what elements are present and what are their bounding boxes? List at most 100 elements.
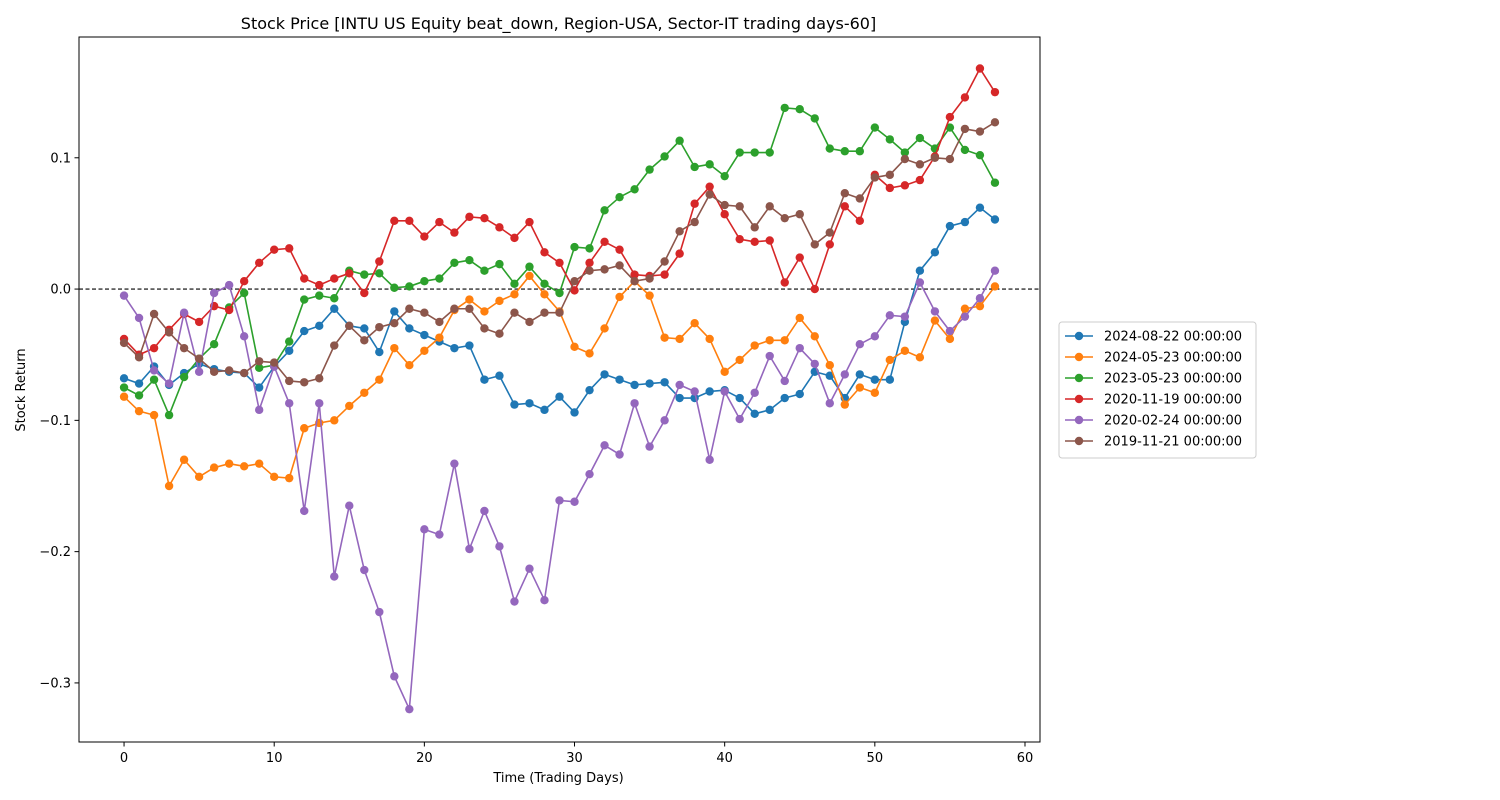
- data-point: [615, 192, 624, 202]
- data-point: [405, 324, 414, 333]
- data-point: [480, 307, 489, 316]
- data-point: [570, 276, 579, 286]
- data-point: [465, 212, 474, 222]
- data-point: [960, 217, 970, 227]
- data-point: [810, 240, 819, 249]
- data-point: [134, 313, 144, 323]
- data-point: [450, 258, 459, 268]
- data-point: [555, 392, 564, 401]
- data-point: [149, 309, 159, 319]
- data-point: [254, 258, 264, 268]
- data-point: [690, 199, 699, 208]
- data-point: [360, 324, 369, 333]
- x-tick-label: 60: [1017, 751, 1034, 766]
- data-point: [300, 295, 309, 304]
- data-point: [540, 308, 549, 317]
- data-point: [750, 409, 759, 418]
- data-point: [915, 266, 925, 275]
- data-point: [390, 319, 399, 328]
- data-point: [705, 455, 714, 464]
- data-point: [330, 416, 339, 425]
- data-point: [360, 336, 369, 345]
- data-point: [885, 355, 895, 365]
- data-point: [600, 370, 609, 379]
- data-point: [840, 370, 849, 379]
- data-point: [239, 332, 249, 341]
- data-point: [149, 375, 159, 384]
- data-point: [840, 147, 849, 156]
- data-point: [735, 234, 744, 244]
- data-point: [735, 355, 744, 365]
- data-point: [795, 253, 804, 262]
- data-point: [134, 379, 144, 388]
- data-point: [194, 472, 204, 481]
- data-point: [930, 153, 940, 162]
- data-point: [450, 343, 459, 353]
- data-point: [915, 353, 925, 362]
- data-point: [420, 276, 429, 286]
- data-point: [450, 304, 459, 313]
- data-point: [780, 103, 789, 113]
- data-point: [270, 358, 279, 367]
- data-point: [495, 371, 504, 380]
- legend-item: 2024-05-23 00:00:00: [1065, 351, 1242, 366]
- data-point: [840, 202, 849, 211]
- data-point: [915, 278, 925, 287]
- legend-swatch-marker: [1074, 373, 1084, 383]
- data-point: [750, 148, 759, 157]
- data-point: [239, 462, 249, 471]
- data-point: [900, 154, 910, 164]
- data-point: [134, 406, 144, 416]
- data-point: [465, 304, 474, 313]
- data-point: [645, 442, 654, 451]
- data-point: [690, 387, 699, 396]
- data-point: [960, 312, 970, 321]
- data-point: [420, 308, 429, 317]
- data-point: [810, 332, 819, 341]
- legend-swatch-marker: [1074, 331, 1084, 341]
- data-point: [930, 307, 940, 316]
- legend-label: 2020-02-24 00:00:00: [1104, 414, 1242, 429]
- data-point: [300, 326, 309, 336]
- data-point: [825, 399, 834, 408]
- data-point: [810, 114, 819, 123]
- data-point: [975, 301, 985, 311]
- data-point: [480, 324, 489, 333]
- data-point: [630, 399, 639, 408]
- data-point: [555, 308, 564, 317]
- legend-swatch-marker: [1074, 352, 1084, 362]
- data-point: [254, 357, 264, 366]
- data-point: [179, 308, 189, 317]
- data-point: [315, 291, 324, 300]
- data-point: [510, 290, 519, 299]
- data-point: [525, 271, 534, 281]
- data-point: [630, 185, 639, 194]
- data-point: [390, 672, 399, 681]
- data-point: [660, 416, 669, 425]
- data-point: [660, 333, 669, 342]
- data-point: [720, 210, 729, 219]
- data-point: [600, 265, 609, 274]
- data-point: [405, 282, 414, 291]
- data-point: [600, 206, 609, 215]
- data-point: [209, 288, 219, 298]
- data-point: [930, 316, 940, 325]
- data-point: [285, 337, 294, 346]
- data-point: [164, 410, 174, 420]
- data-point: [600, 441, 609, 450]
- legend-swatch-marker: [1074, 436, 1084, 446]
- data-point: [750, 223, 759, 232]
- data-point: [345, 501, 354, 510]
- data-point: [990, 215, 1000, 224]
- data-point: [285, 376, 294, 386]
- data-point: [960, 304, 970, 313]
- data-point: [945, 123, 955, 132]
- data-point: [435, 217, 444, 227]
- data-point: [660, 152, 669, 161]
- data-point: [164, 328, 174, 337]
- data-point: [810, 359, 819, 369]
- data-point: [179, 343, 189, 353]
- data-point: [615, 261, 624, 270]
- data-point: [930, 248, 940, 257]
